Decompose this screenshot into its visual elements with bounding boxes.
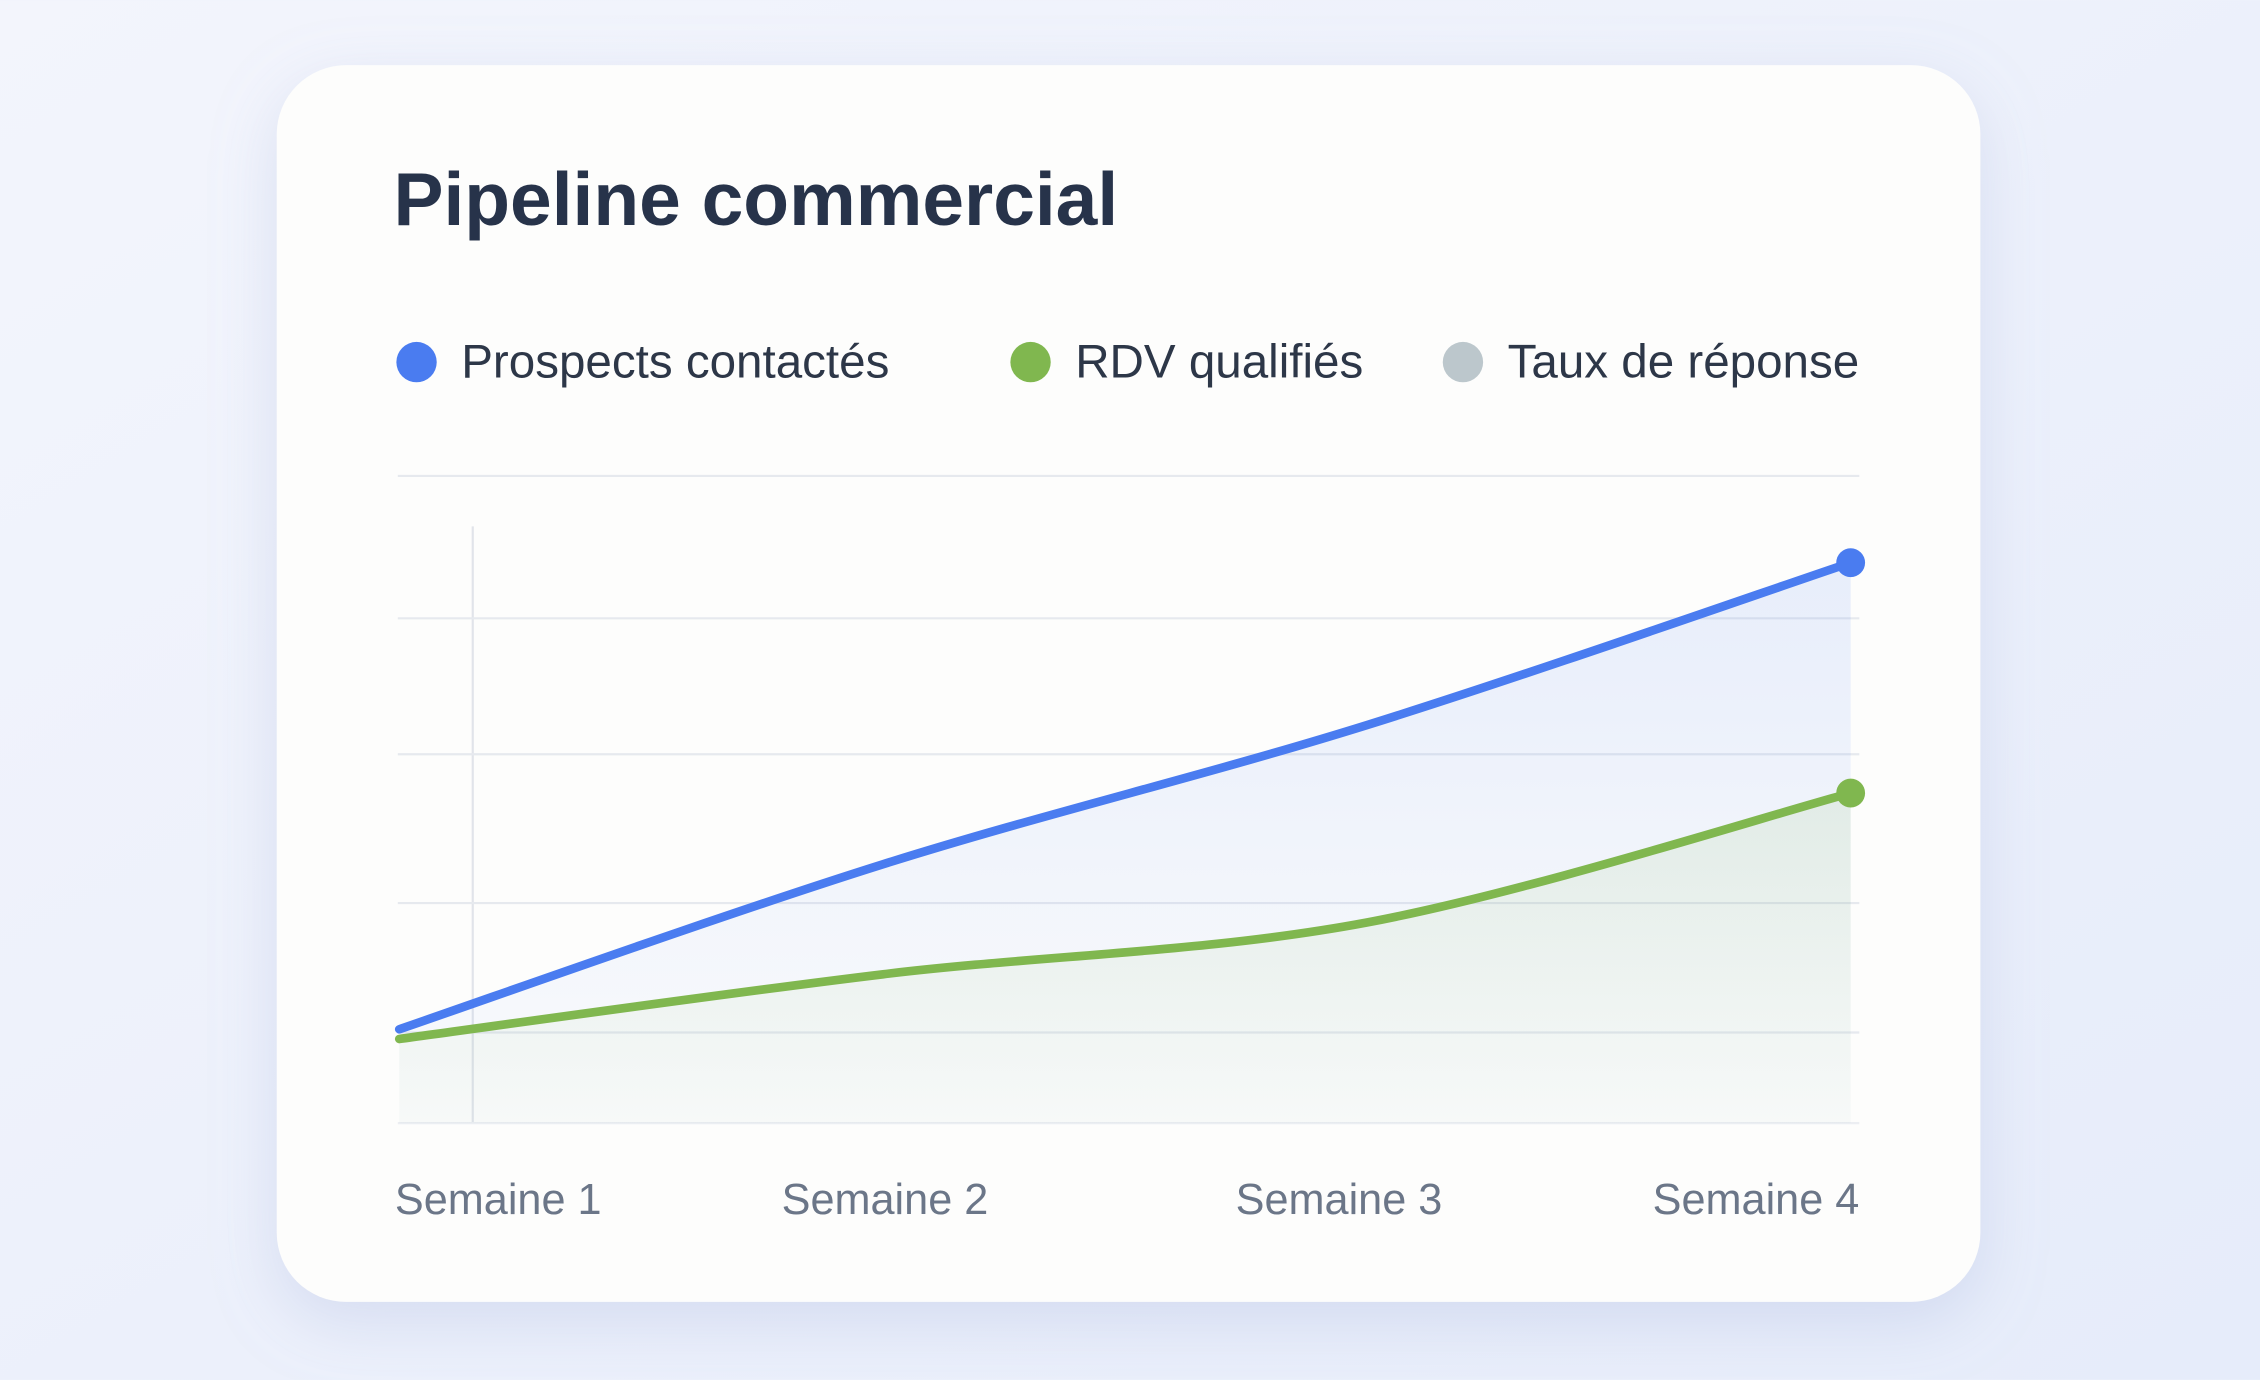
x-tick-label: Semaine 2 bbox=[782, 1176, 989, 1224]
area bbox=[399, 793, 1851, 1124]
x-tick-label: Semaine 1 bbox=[395, 1176, 602, 1224]
end-point bbox=[1836, 548, 1866, 578]
legend-marker bbox=[1442, 341, 1484, 383]
legend-marker bbox=[396, 341, 437, 383]
x-tick-label: Semaine 3 bbox=[1236, 1176, 1443, 1224]
line bbox=[394, 788, 1855, 1044]
legend-label: RDV qualifiés bbox=[1075, 336, 1363, 389]
x-tick-label: Semaine 4 bbox=[1653, 1176, 1860, 1224]
legend-marker bbox=[1010, 341, 1051, 383]
legend-label: Taux de réponse bbox=[1508, 336, 1860, 389]
line bbox=[394, 558, 1855, 1034]
legend-label: Prospects contactés bbox=[461, 336, 889, 389]
chart-title: Pipeline commercial bbox=[393, 157, 1118, 241]
end-point bbox=[1836, 778, 1866, 808]
